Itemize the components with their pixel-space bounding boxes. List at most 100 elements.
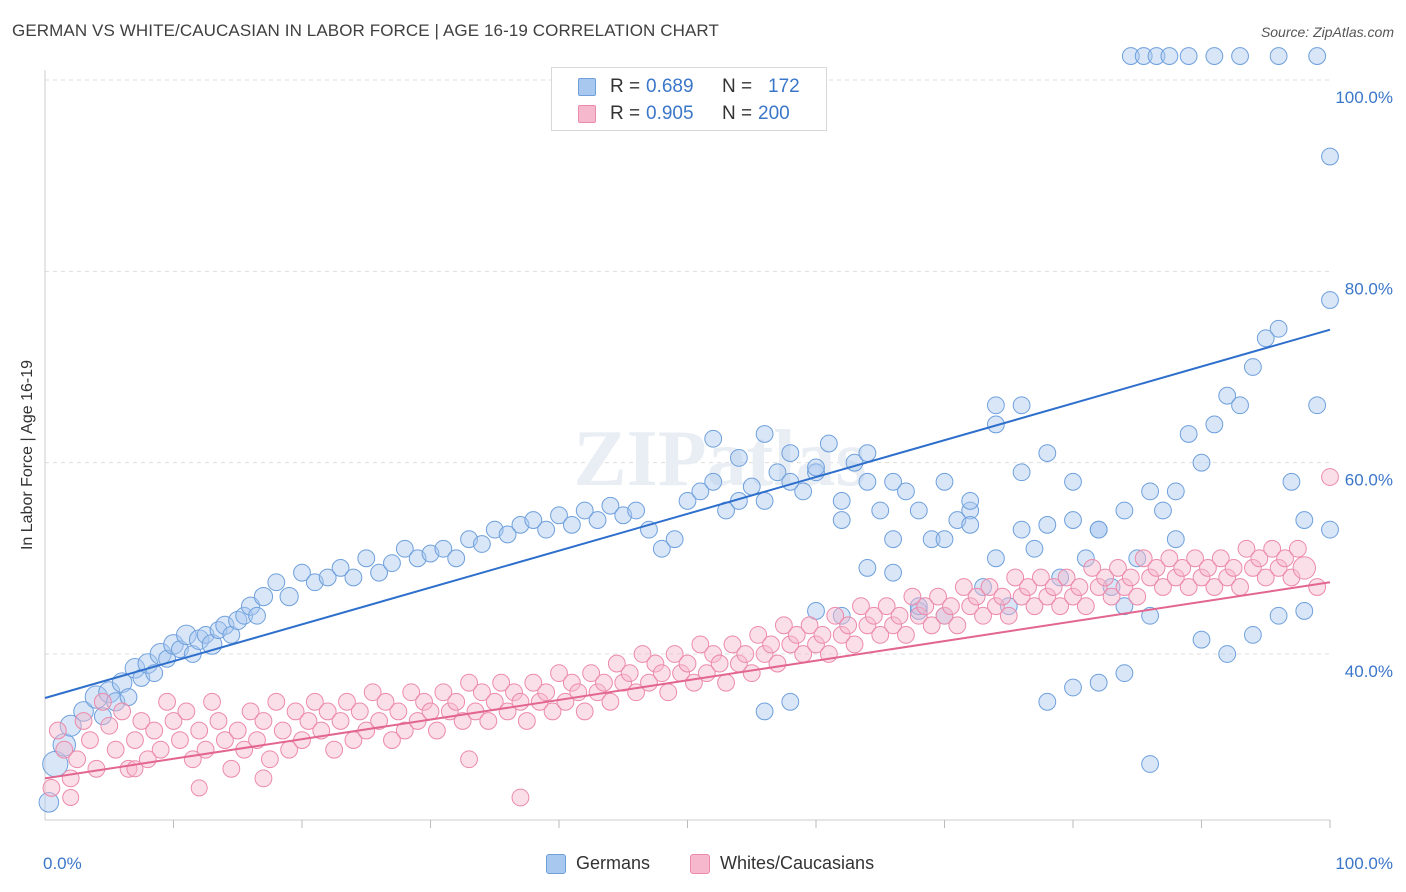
point-germans — [1256, 329, 1275, 348]
point-germans — [1038, 692, 1057, 711]
point-whites — [164, 712, 183, 730]
point-germans — [434, 539, 453, 558]
point-germans — [279, 587, 299, 607]
point-whites — [338, 692, 356, 711]
point-whites — [1083, 559, 1102, 577]
point-whites — [248, 731, 266, 749]
point-whites — [260, 750, 279, 769]
point-whites — [723, 635, 742, 654]
point-whites — [350, 702, 369, 721]
point-germans — [1244, 358, 1262, 376]
point-whites — [575, 702, 594, 721]
point-whites — [273, 721, 292, 740]
y-tick-label: 100.0% — [1335, 88, 1393, 107]
point-whites — [948, 616, 967, 635]
point-whites — [1025, 597, 1044, 616]
point-germans — [473, 535, 491, 553]
point-whites — [286, 702, 305, 721]
point-whites — [190, 721, 209, 740]
point-germans — [253, 587, 274, 607]
point-whites — [871, 625, 890, 644]
point-whites — [1064, 587, 1082, 606]
point-whites — [222, 759, 241, 778]
point-germans — [1269, 47, 1288, 65]
point-whites — [106, 740, 125, 759]
point-germans — [858, 472, 877, 491]
point-whites — [582, 664, 601, 683]
point-whites — [1044, 578, 1063, 596]
point-germans — [961, 515, 980, 534]
point-germans — [318, 568, 337, 587]
point-whites — [807, 635, 825, 654]
point-whites — [1070, 578, 1089, 596]
point-whites — [1199, 559, 1217, 577]
point-germans — [248, 606, 266, 625]
point-whites — [254, 769, 273, 788]
point-germans — [158, 649, 176, 668]
point-whites — [961, 597, 980, 616]
point-germans — [909, 501, 928, 520]
point-germans — [1076, 549, 1095, 568]
gridlines — [45, 79, 1330, 655]
point-germans — [1160, 47, 1179, 65]
point-whites — [402, 683, 421, 702]
point-whites — [929, 587, 947, 606]
point-germans — [1121, 47, 1140, 65]
point-germans — [1269, 319, 1288, 338]
point-whites — [415, 692, 433, 711]
r-value: 0.689 — [646, 76, 694, 97]
point-germans — [935, 472, 954, 491]
point-germans — [1064, 511, 1082, 529]
point-whites — [935, 606, 954, 625]
point-whites — [1321, 468, 1339, 486]
point-whites — [1224, 559, 1243, 577]
point-germans — [730, 448, 748, 467]
point-germans — [1012, 396, 1031, 415]
point-whites — [479, 712, 498, 730]
point-whites — [511, 692, 530, 711]
point-whites — [1186, 549, 1204, 568]
point-germans — [768, 463, 787, 482]
point-whites — [890, 606, 909, 625]
point-whites — [781, 635, 800, 654]
point-germans — [498, 525, 517, 544]
point-whites — [1211, 549, 1230, 568]
point-germans — [588, 511, 607, 529]
n-value: 200 — [758, 103, 790, 124]
point-whites — [209, 712, 228, 730]
point-germans — [1154, 501, 1172, 520]
point-whites — [1096, 568, 1115, 587]
point-germans — [832, 492, 851, 510]
point-whites — [665, 645, 684, 663]
point-germans — [601, 496, 620, 515]
point-whites — [864, 606, 883, 625]
point-whites — [460, 673, 478, 692]
point-whites — [331, 712, 350, 730]
point-whites — [1250, 549, 1269, 568]
point-germans — [550, 506, 568, 525]
point-whites — [884, 616, 902, 635]
point-germans — [1295, 511, 1314, 529]
point-whites — [42, 779, 61, 797]
point-germans — [987, 415, 1005, 434]
point-germans — [1064, 678, 1082, 697]
point-germans — [562, 515, 581, 534]
point-whites — [704, 645, 723, 663]
point-germans — [884, 563, 902, 582]
point-germans — [884, 530, 902, 549]
point-whites — [749, 625, 768, 644]
point-germans — [1128, 549, 1147, 568]
point-whites — [447, 692, 466, 711]
germans-swatch — [578, 78, 596, 96]
point-germans — [176, 624, 197, 646]
r-value: 0.905 — [646, 103, 694, 124]
point-whites — [216, 731, 234, 749]
point-whites — [61, 769, 80, 788]
point-whites — [813, 625, 832, 644]
point-whites — [1121, 568, 1140, 587]
point-whites — [916, 597, 935, 616]
point-whites — [62, 789, 80, 806]
point-whites — [1256, 568, 1275, 587]
point-germans — [357, 549, 376, 568]
point-whites — [774, 616, 793, 635]
